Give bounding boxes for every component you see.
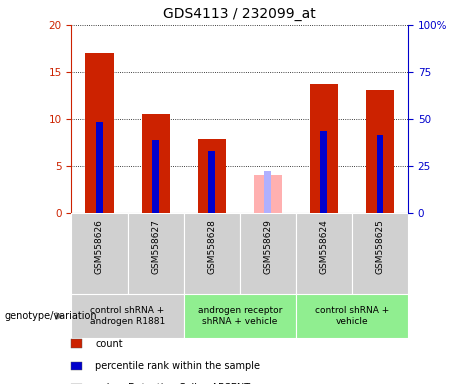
- Bar: [208, 151, 215, 213]
- Text: value, Detection Call = ABSENT: value, Detection Call = ABSENT: [95, 383, 250, 384]
- Title: GDS4113 / 232099_at: GDS4113 / 232099_at: [163, 7, 316, 21]
- Text: control shRNA +
androgen R1881: control shRNA + androgen R1881: [90, 306, 165, 326]
- Bar: [71, 213, 128, 294]
- Text: control shRNA +
vehicle: control shRNA + vehicle: [315, 306, 389, 326]
- Text: androgen receptor
shRNA + vehicle: androgen receptor shRNA + vehicle: [197, 306, 282, 326]
- Bar: [366, 90, 394, 213]
- Bar: [352, 213, 408, 294]
- Bar: [265, 171, 271, 213]
- Bar: [296, 213, 352, 294]
- Text: GSM558627: GSM558627: [151, 220, 160, 275]
- Bar: [320, 131, 327, 213]
- Bar: [310, 84, 338, 213]
- Bar: [183, 294, 296, 338]
- Text: percentile rank within the sample: percentile rank within the sample: [95, 361, 260, 371]
- Bar: [96, 122, 103, 213]
- Bar: [183, 213, 240, 294]
- Bar: [142, 114, 170, 213]
- Bar: [198, 139, 226, 213]
- Text: count: count: [95, 339, 123, 349]
- Text: GSM558625: GSM558625: [375, 220, 384, 275]
- Text: GSM558628: GSM558628: [207, 220, 216, 275]
- Bar: [254, 175, 282, 213]
- Bar: [377, 135, 383, 213]
- Bar: [152, 140, 159, 213]
- Bar: [85, 53, 113, 213]
- Bar: [128, 213, 183, 294]
- Bar: [240, 213, 296, 294]
- Bar: [296, 294, 408, 338]
- Bar: [71, 294, 183, 338]
- Text: GSM558626: GSM558626: [95, 220, 104, 275]
- Text: GSM558624: GSM558624: [319, 220, 328, 274]
- Text: genotype/variation: genotype/variation: [5, 311, 97, 321]
- Text: GSM558629: GSM558629: [263, 220, 272, 275]
